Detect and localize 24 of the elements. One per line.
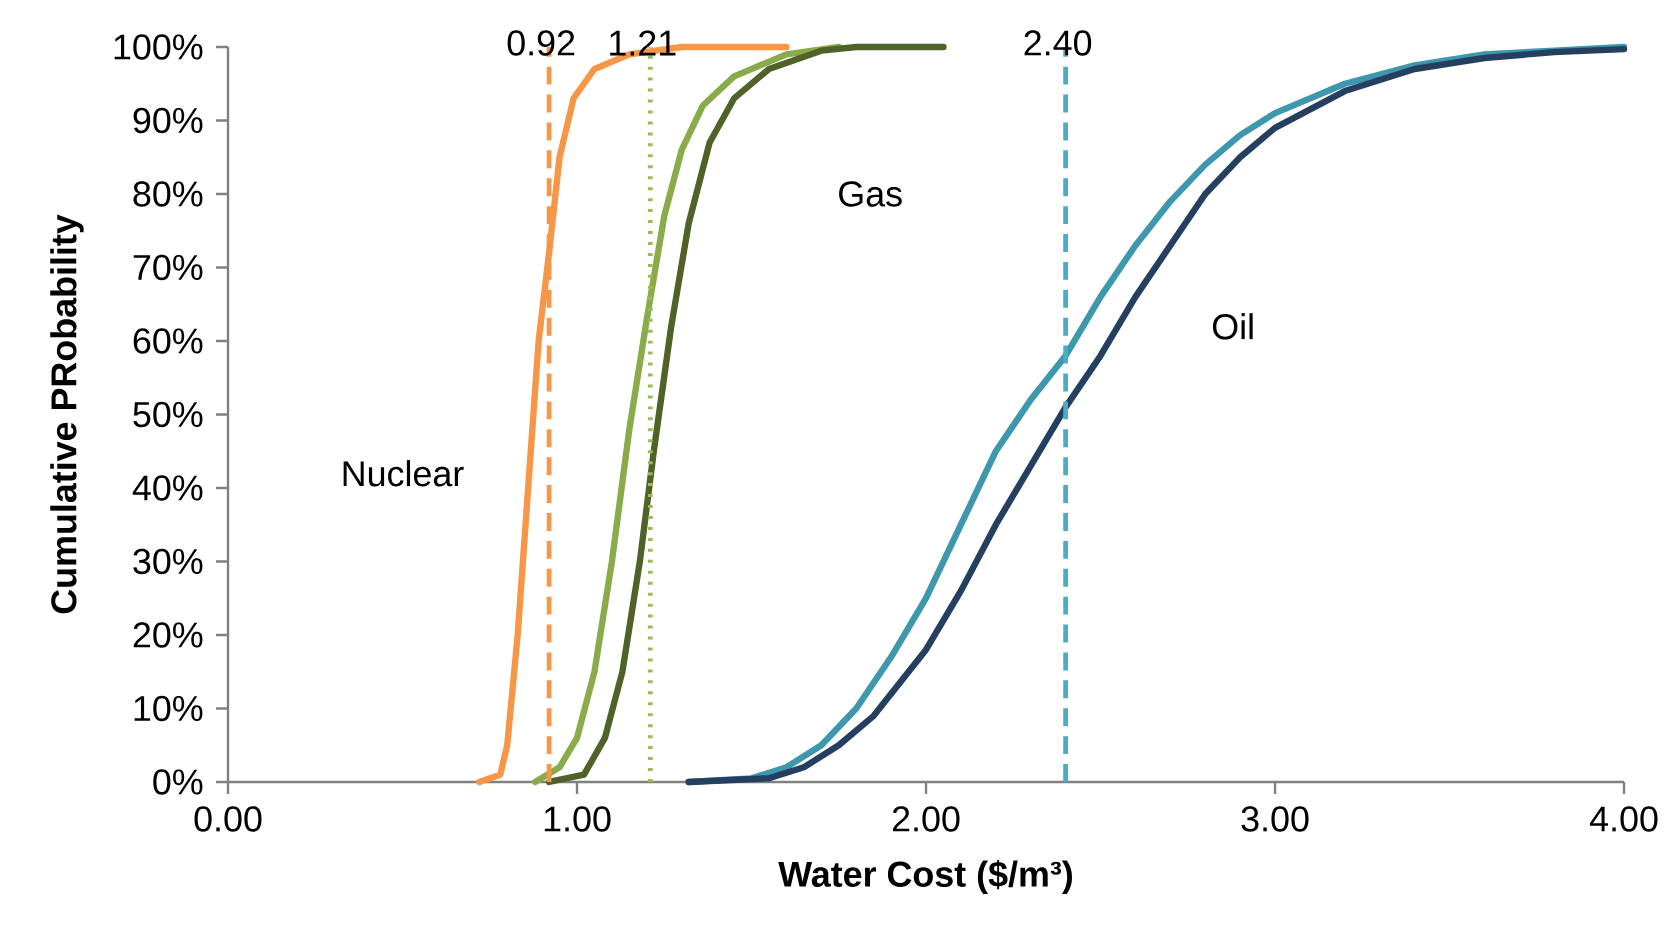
x-tick-label: 1.00 xyxy=(544,806,611,832)
y-tick-label: 100% xyxy=(114,34,203,60)
x-tick-label: 4.00 xyxy=(1589,806,1658,832)
ref-line-label: 1.21 xyxy=(610,30,676,56)
annotation: Oil xyxy=(1212,313,1253,340)
x-tick-label: 2.00 xyxy=(892,806,960,832)
ref-line-label: 0.92 xyxy=(507,30,575,56)
y-tick-label: 20% xyxy=(133,622,203,648)
x-tick-label: 0.00 xyxy=(194,806,262,832)
y-tick-label: 90% xyxy=(133,107,203,134)
y-tick-label: 10% xyxy=(134,695,203,722)
x-axis-title: Water Cost ($/m³) xyxy=(778,859,1072,895)
ref-line-label: 2.40 xyxy=(1024,30,1092,56)
y-tick-label: 60% xyxy=(133,328,203,354)
annotation: Gas xyxy=(839,181,902,207)
y-tick-label: 40% xyxy=(132,475,203,501)
annotation: Nuclear xyxy=(343,460,464,487)
y-tick-label: 80% xyxy=(133,181,203,207)
y-tick-label: 30% xyxy=(133,548,203,575)
x-tick-label: 3.00 xyxy=(1241,806,1309,832)
y-tick-label: 70% xyxy=(133,254,203,281)
y-tick-label: 50% xyxy=(133,401,203,428)
y-axis-title: Cumulative PRobability xyxy=(50,214,84,614)
y-tick-label: 0% xyxy=(153,769,203,795)
